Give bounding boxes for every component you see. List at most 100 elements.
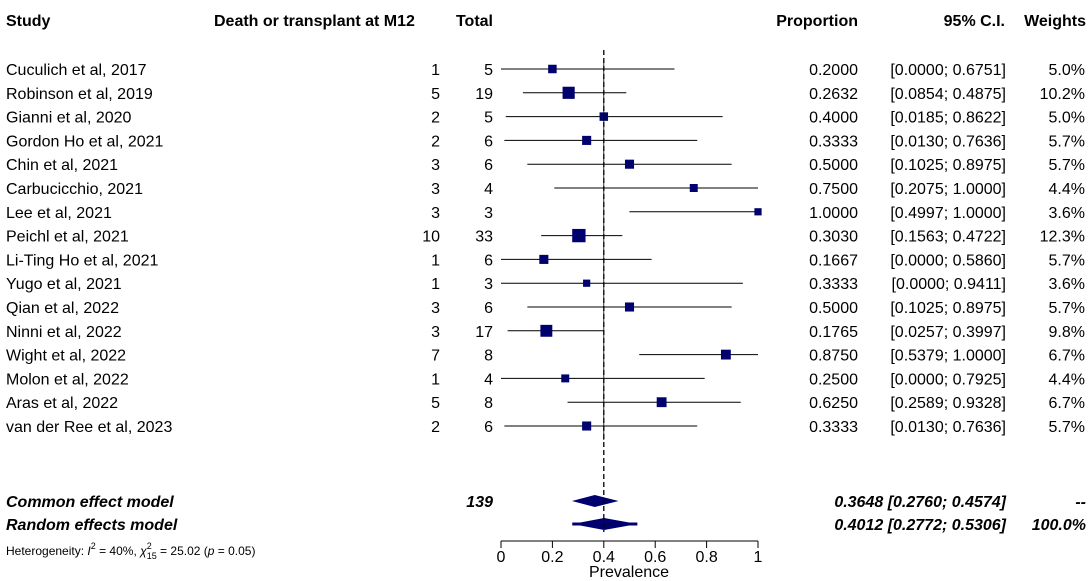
proportion-value: 0.3333 (809, 133, 858, 150)
ci-value: [0.0000; 0.9411] (892, 276, 1006, 293)
events-value: 5 (431, 395, 440, 412)
model-estimate: 0.3648 [0.2760; 0.4574] (834, 494, 1006, 511)
weight-value: 5.7% (1049, 252, 1085, 269)
total-value: 6 (484, 133, 493, 150)
weight-value: 6.7% (1049, 348, 1085, 365)
point-estimate-marker (656, 397, 667, 408)
summary-models: Common effect model 139 0.3648 [0.2760; 0.… (6, 494, 1086, 534)
weight-value: 5.0% (1049, 110, 1085, 127)
x-axis-label: Prevalence (589, 564, 669, 581)
header-weights: Weights (1024, 13, 1086, 30)
total-value: 33 (475, 229, 493, 246)
total-value: 5 (484, 110, 493, 127)
x-tick-label: 0.8 (695, 549, 717, 566)
x-tick-label: 0.4 (593, 549, 615, 566)
point-estimate-marker (572, 228, 586, 243)
events-value: 1 (431, 252, 440, 269)
study-name: Gordon Ho et al, 2021 (6, 133, 164, 150)
x-tick-label: 1 (754, 549, 763, 566)
total-value: 6 (484, 252, 493, 269)
model-weight: 100.0% (1032, 517, 1086, 534)
proportion-value: 0.8750 (809, 348, 858, 365)
ci-value: [0.2589; 0.9328] (890, 395, 1006, 412)
events-value: 3 (431, 205, 440, 222)
study-name: Molon et al, 2022 (6, 371, 129, 388)
summary-diamond (572, 518, 638, 530)
proportion-value: 0.5000 (809, 300, 858, 317)
proportion-value: 0.1667 (809, 252, 858, 269)
proportion-value: 0.6250 (809, 395, 858, 412)
study-name: Chin et al, 2021 (6, 157, 118, 174)
events-value: 3 (431, 300, 440, 317)
point-estimate-marker (561, 374, 570, 383)
weight-value: 5.0% (1049, 62, 1085, 79)
proportion-value: 0.7500 (809, 181, 858, 198)
proportion-value: 0.2000 (809, 62, 858, 79)
proportion-value: 0.3333 (809, 276, 858, 293)
total-value: 6 (484, 157, 493, 174)
total-value: 8 (484, 395, 493, 412)
ci-value: [0.0000; 0.6751] (890, 62, 1006, 79)
ci-value: [0.1563; 0.4722] (890, 229, 1006, 246)
total-value: 8 (484, 348, 493, 365)
events-value: 1 (431, 371, 440, 388)
proportion-value: 0.2500 (809, 371, 858, 388)
weight-value: 5.7% (1049, 133, 1085, 150)
weight-value: 9.8% (1049, 324, 1085, 341)
events-value: 1 (431, 276, 440, 293)
ci-value: [0.4997; 1.0000] (890, 205, 1006, 222)
point-estimate-marker (562, 86, 575, 99)
total-value: 5 (484, 62, 493, 79)
weight-value: 12.3% (1040, 229, 1085, 246)
total-value: 3 (484, 276, 493, 293)
point-estimate-marker (624, 302, 635, 312)
weight-value: 4.4% (1049, 371, 1085, 388)
ci-value: [0.0185; 0.8622] (890, 110, 1006, 127)
weight-value: 3.6% (1049, 205, 1085, 222)
total-value: 19 (475, 86, 493, 103)
ci-value: [0.2075; 1.0000] (890, 181, 1006, 198)
model-total: 139 (466, 494, 493, 511)
study-name: Cuculich et al, 2017 (6, 62, 147, 79)
proportion-value: 0.5000 (809, 157, 858, 174)
point-estimate-marker (540, 324, 553, 337)
header-ci: 95% C.I. (944, 13, 1005, 30)
model-name: Random effects model (6, 517, 178, 534)
total-value: 3 (484, 205, 493, 222)
total-value: 17 (475, 324, 493, 341)
study-name: Li-Ting Ho et al, 2021 (6, 252, 158, 269)
study-name: van der Ree et al, 2023 (6, 419, 172, 436)
events-value: 1 (431, 62, 440, 79)
ci-value: [0.0257; 0.3997] (890, 324, 1006, 341)
model-weight: -- (1075, 494, 1086, 511)
x-tick-label: 0.6 (644, 549, 666, 566)
events-value: 10 (422, 229, 440, 246)
proportion-value: 0.1765 (809, 324, 858, 341)
ci-value: [0.0130; 0.7636] (890, 133, 1006, 150)
header-study: Study (6, 13, 51, 30)
ci-value: [0.1025; 0.8975] (890, 300, 1006, 317)
weight-value: 3.6% (1049, 276, 1085, 293)
weight-value: 4.4% (1049, 181, 1085, 198)
events-value: 5 (431, 86, 440, 103)
study-name: Ninni et al, 2022 (6, 324, 122, 341)
events-value: 2 (431, 110, 440, 127)
ci-value: [0.1025; 0.8975] (890, 157, 1006, 174)
study-name: Qian et al, 2022 (6, 300, 119, 317)
events-value: 3 (431, 324, 440, 341)
point-estimate-marker (539, 254, 549, 264)
point-estimate-marker (754, 208, 762, 216)
model-estimate: 0.4012 [0.2772; 0.5306] (834, 517, 1006, 534)
proportion-value: 0.4000 (809, 110, 858, 127)
x-tick-label: 0.2 (541, 549, 563, 566)
study-name: Aras et al, 2022 (6, 395, 118, 412)
events-value: 2 (431, 133, 440, 150)
summary-diamond (571, 495, 619, 507)
heterogeneity-text: Heterogeneity: I2 = 40%, χ2 15 = 25.02 (p… (6, 541, 255, 561)
ci-value: [0.0854; 0.4875] (890, 86, 1006, 103)
events-value: 3 (431, 157, 440, 174)
weight-value: 6.7% (1049, 395, 1085, 412)
point-estimate-marker (583, 279, 591, 287)
point-estimate-marker (582, 421, 592, 431)
